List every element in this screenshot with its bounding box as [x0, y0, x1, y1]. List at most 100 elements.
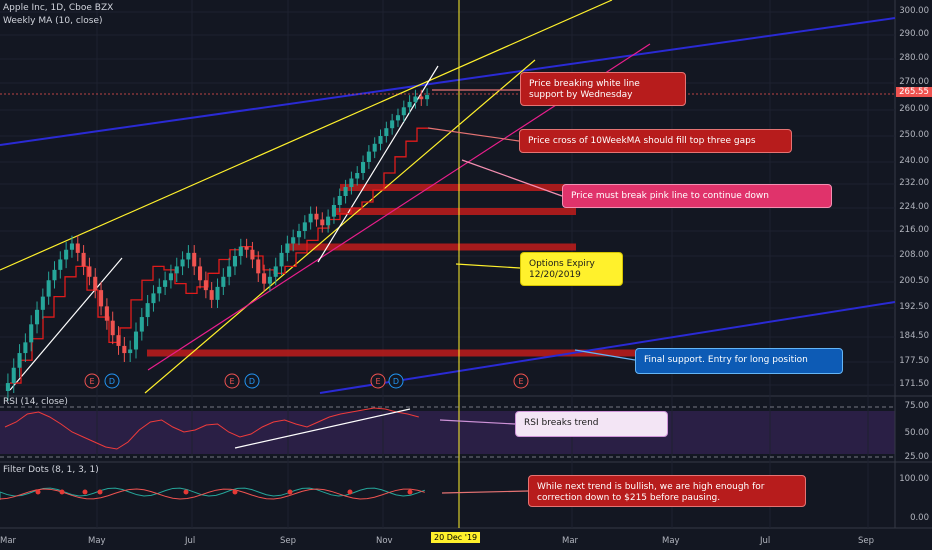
callout-pointer: [427, 127, 520, 142]
time-label: Mar: [0, 536, 17, 546]
chart-title: Apple Inc, 1D, Cboe BZX: [3, 3, 114, 13]
candle-body: [75, 243, 80, 253]
candle-body: [273, 266, 278, 277]
candle-body: [262, 273, 267, 284]
callout-correction[interactable]: While next trend is bullish, we are high…: [528, 475, 806, 507]
time-label: May: [88, 536, 106, 546]
earnings-marker-E: [84, 373, 100, 389]
candle-body: [116, 335, 121, 346]
price-tick: 200.50: [899, 276, 929, 286]
price-tick: 270.00: [899, 77, 929, 87]
last-price-badge: 265.55: [896, 87, 932, 97]
rsi-indicator-label: RSI (14, close): [3, 397, 68, 407]
candle-body: [11, 367, 16, 384]
candle-body: [209, 290, 214, 300]
candle-body: [157, 286, 162, 294]
price-tick: 300.00: [899, 6, 929, 16]
filter-dot: [59, 489, 65, 495]
callout-pointer: [441, 490, 529, 494]
time-label: Sep: [280, 536, 297, 546]
candle-body: [244, 246, 249, 250]
earnings-letter: D: [393, 377, 399, 386]
earnings-letter: D: [249, 377, 255, 386]
candle-body: [58, 259, 63, 270]
candle-body: [296, 231, 302, 238]
candle-body: [285, 243, 290, 253]
callout-options-expiry[interactable]: Options Expiry 12/20/2019: [520, 252, 623, 286]
candle-body: [145, 303, 150, 318]
callout-final-support[interactable]: Final support. Entry for long position: [635, 348, 843, 374]
callout-white-line[interactable]: Price breaking white line support by Wed…: [520, 72, 686, 106]
candle-body: [99, 290, 104, 307]
candle-body: [215, 286, 220, 300]
time-label: May: [662, 536, 680, 546]
blue-trendline-upper: [0, 17, 896, 146]
candle-body: [413, 96, 418, 102]
candle-body: [69, 243, 74, 250]
candle-body: [110, 320, 115, 336]
callout-pointer: [455, 263, 521, 269]
earnings-letter: D: [109, 377, 115, 386]
price-tick: 171.50: [899, 379, 929, 389]
filter-dot: [183, 489, 189, 495]
rsi-tick: 50.00: [904, 428, 929, 438]
earnings-marker-D: [104, 373, 120, 389]
callout-10week-ma[interactable]: Price cross of 10WeekMA should fill top …: [519, 129, 792, 153]
filter-dot: [407, 489, 413, 495]
candle-body: [419, 96, 424, 100]
candle-body: [425, 95, 430, 100]
candle-body: [267, 276, 272, 284]
rsi-tick: 75.00: [904, 401, 929, 411]
earnings-letter: E: [89, 377, 94, 386]
candle-body: [291, 237, 296, 244]
callout-pointer: [574, 349, 636, 361]
candle-body: [407, 101, 412, 108]
price-tick: 232.00: [899, 178, 929, 188]
callout-pink-line[interactable]: Price must break pink line to continue d…: [562, 184, 832, 208]
weekly-ma-line: [10, 127, 428, 384]
filter-dot: [97, 489, 103, 495]
callout-rsi-trend[interactable]: RSI breaks trend: [515, 411, 668, 437]
candle-body: [87, 266, 92, 277]
candle-body: [250, 249, 255, 260]
gap-bar: [288, 243, 576, 251]
candle-body: [192, 252, 197, 267]
candle-body: [186, 252, 191, 260]
callout-pointer: [439, 419, 516, 425]
candle-body: [29, 324, 34, 343]
candle-body: [366, 151, 371, 162]
candle-body: [40, 296, 45, 310]
time-label: Jul: [760, 536, 771, 546]
earnings-letter: E: [518, 377, 523, 386]
candle-body: [390, 120, 395, 129]
candle-body: [314, 213, 319, 220]
gap-bar: [147, 349, 818, 357]
callout-pointer: [461, 159, 563, 197]
price-tick: 260.00: [899, 104, 929, 114]
candle-body: [34, 309, 40, 325]
candle-body: [168, 273, 173, 281]
candle-body: [197, 266, 203, 281]
candle-body: [326, 216, 331, 226]
candle-body: [52, 269, 57, 281]
earnings-marker-D: [244, 373, 260, 389]
filter-dot: [232, 489, 238, 495]
candle-body: [395, 115, 401, 121]
candle-body: [372, 143, 377, 152]
blue-trendline-lower: [319, 301, 896, 394]
expiry-date-marker: 20 Dec '19: [431, 532, 481, 543]
candle-body: [232, 256, 238, 267]
dots-tick: 100.00: [899, 474, 929, 484]
candle-body: [279, 252, 284, 267]
candle-body: [5, 383, 10, 391]
candle-body: [349, 178, 354, 187]
candle-body: [46, 280, 51, 297]
earnings-marker-E: [370, 373, 386, 389]
dots-tick: 0.00: [910, 513, 929, 523]
candle-body: [133, 331, 139, 350]
earnings-letter: E: [375, 377, 380, 386]
filter-dot: [287, 489, 293, 495]
price-tick: 290.00: [899, 29, 929, 39]
time-label: Nov: [376, 536, 393, 546]
